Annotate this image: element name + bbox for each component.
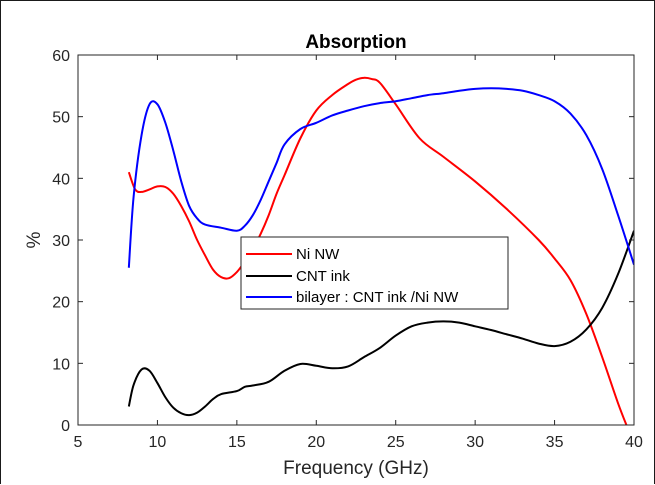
legend-label-ni-nw: Ni NW	[296, 246, 340, 263]
y-tick-label: 60	[52, 48, 70, 65]
x-tick-label: 25	[387, 434, 405, 451]
x-tick-label: 40	[625, 434, 643, 451]
chart-title: Absorption	[305, 32, 406, 53]
series-line-cnt-ink	[127, 230, 634, 417]
legend-label-cnt-ink: CNT ink	[296, 268, 350, 285]
y-tick-label: 30	[52, 233, 70, 250]
y-tick-label: 20	[52, 295, 70, 312]
x-tick-label: 10	[149, 434, 167, 451]
x-tick-label: 20	[307, 434, 325, 451]
x-tick-label: 5	[74, 434, 83, 451]
x-tick-label: 35	[546, 434, 564, 451]
y-tick-label: 40	[52, 171, 70, 188]
legend-label-bilayer: bilayer : CNT ink /Ni NW	[296, 289, 459, 306]
y-tick-label: 50	[52, 110, 70, 127]
y-tick-label: 0	[61, 418, 70, 435]
legend: Ni NW CNT ink bilayer : CNT ink /Ni NW	[240, 236, 509, 310]
series-line-bilayer	[127, 87, 634, 268]
x-axis-label: Frequency (GHz)	[283, 458, 429, 479]
x-tick-label: 30	[466, 434, 484, 451]
y-tick-label: 10	[52, 356, 70, 373]
series-line-ni-nw	[127, 76, 628, 425]
x-tick-label: 15	[228, 434, 246, 451]
y-axis-label: %	[24, 231, 45, 248]
